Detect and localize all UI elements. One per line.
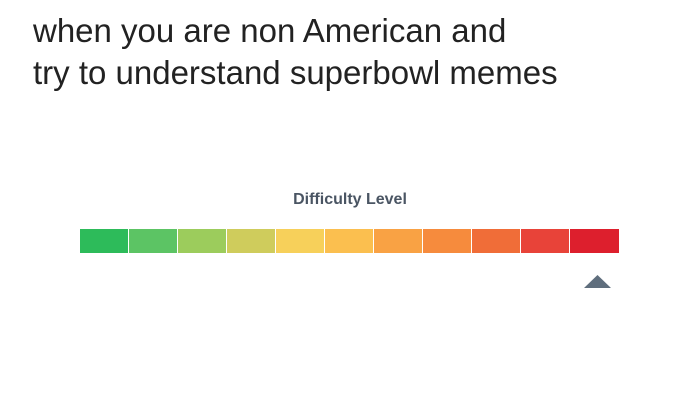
meter-segment [521,229,569,253]
meter-segment [570,229,619,253]
meter-segment [276,229,324,253]
caption-line: try to understand superbowl memes [33,54,558,91]
meter-segment [129,229,177,253]
meter-segment [423,229,471,253]
caption-line: when you are non American and [32,12,506,49]
meter-segment [80,229,128,253]
meter-label: Difficulty Level [293,191,407,208]
meter-segment [227,229,275,253]
meter-bar [80,229,619,253]
meter-segment [374,229,422,253]
meter-segment [472,229,520,253]
meter-segment [178,229,226,253]
meter-segment [325,229,373,253]
meter-pointer [584,275,611,288]
